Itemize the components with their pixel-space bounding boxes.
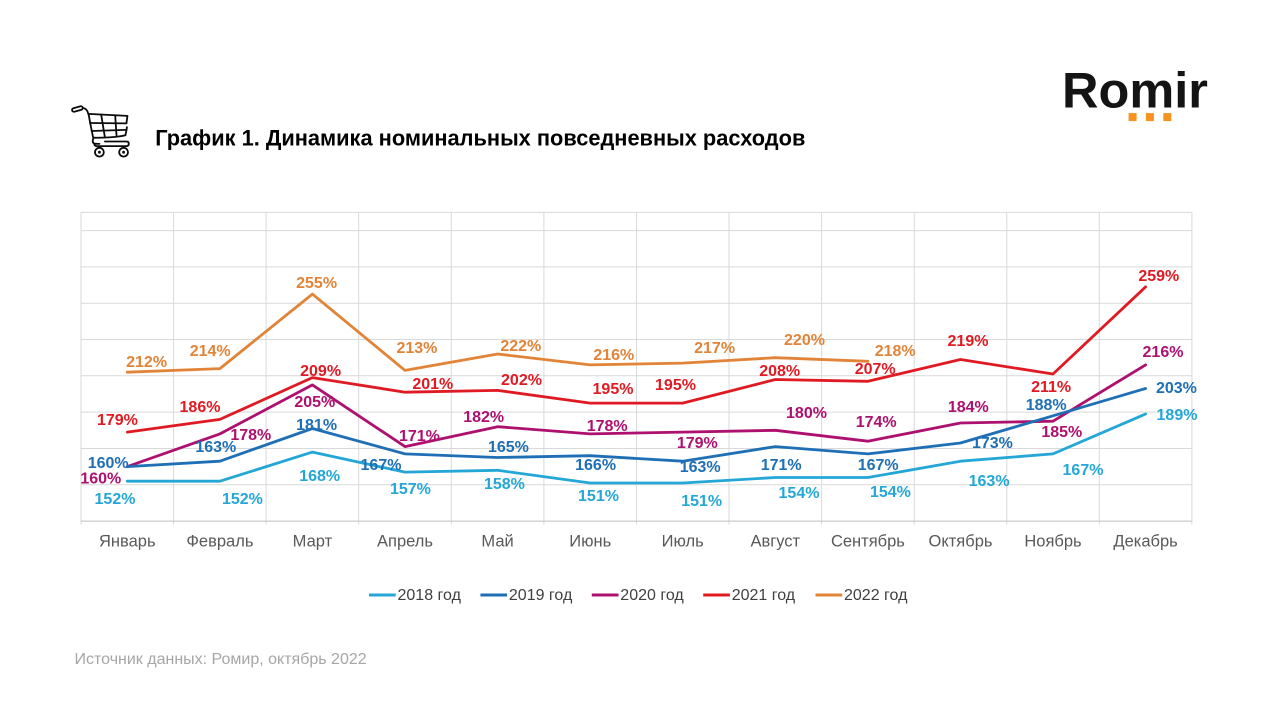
svg-text:220%: 220% [784,332,825,349]
svg-text:173%: 173% [972,435,1013,452]
svg-text:174%: 174% [856,414,897,431]
svg-text:Май: Май [481,533,513,551]
svg-text:205%: 205% [294,394,335,411]
svg-text:189%: 189% [1157,407,1198,424]
svg-text:157%: 157% [390,481,431,498]
svg-text:Август: Август [750,533,800,551]
svg-text:211%: 211% [1031,379,1071,396]
svg-text:178%: 178% [230,427,271,444]
svg-text:166%: 166% [575,457,616,474]
svg-text:165%: 165% [488,439,529,456]
svg-text:2021 год: 2021 год [732,587,796,604]
svg-text:171%: 171% [761,457,802,474]
svg-text:2018 год: 2018 год [398,587,462,604]
svg-text:195%: 195% [593,381,634,398]
svg-text:151%: 151% [681,493,722,510]
svg-text:222%: 222% [500,338,541,355]
svg-text:259%: 259% [1138,268,1179,285]
svg-text:Февраль: Февраль [186,533,253,551]
svg-text:184%: 184% [948,399,989,416]
svg-text:186%: 186% [180,399,221,416]
svg-text:214%: 214% [190,343,231,360]
svg-text:182%: 182% [463,409,504,426]
svg-text:154%: 154% [870,484,911,501]
svg-text:181%: 181% [296,417,337,434]
svg-text:168%: 168% [299,468,340,485]
svg-text:188%: 188% [1026,397,1067,414]
svg-text:212%: 212% [126,354,167,371]
svg-text:163%: 163% [195,439,236,456]
svg-text:2020 год: 2020 год [620,587,684,604]
svg-text:Источник данных: Ромир, октябр: Источник данных: Ромир, октябрь 2022 [75,651,367,668]
svg-text:218%: 218% [875,343,916,360]
svg-text:Октябрь: Октябрь [929,533,993,551]
svg-text:Ноябрь: Ноябрь [1024,533,1081,551]
svg-text:216%: 216% [1143,344,1184,361]
svg-text:Апрель: Апрель [377,533,433,551]
svg-text:203%: 203% [1156,380,1197,397]
svg-text:163%: 163% [969,473,1010,490]
svg-text:167%: 167% [1063,462,1104,479]
svg-text:216%: 216% [593,347,634,364]
svg-text:Декабрь: Декабрь [1113,533,1177,551]
svg-text:154%: 154% [779,485,820,502]
svg-text:213%: 213% [396,340,437,357]
svg-text:179%: 179% [677,435,718,452]
svg-text:208%: 208% [759,363,800,380]
svg-text:163%: 163% [680,459,721,476]
svg-text:151%: 151% [578,488,619,505]
svg-text:217%: 217% [694,340,735,357]
svg-text:179%: 179% [97,412,138,429]
svg-text:171%: 171% [399,428,440,445]
svg-text:2022 год: 2022 год [844,587,908,604]
svg-text:Июль: Июль [662,533,704,551]
svg-text:Январь: Январь [99,533,156,551]
svg-text:255%: 255% [296,275,337,292]
svg-text:195%: 195% [655,377,696,394]
svg-text:Romir: Romir [1062,62,1208,119]
svg-text:202%: 202% [501,372,542,389]
svg-text:152%: 152% [222,491,263,508]
svg-text:207%: 207% [855,361,896,378]
svg-text:178%: 178% [587,418,628,435]
svg-text:201%: 201% [412,376,453,393]
svg-text:158%: 158% [484,476,525,493]
svg-text:Март: Март [293,533,333,551]
svg-text:219%: 219% [948,333,989,350]
svg-text:167%: 167% [858,457,899,474]
svg-text:160%: 160% [88,455,129,472]
svg-text:Июнь: Июнь [569,533,611,551]
svg-text:160%: 160% [80,471,121,488]
svg-text:185%: 185% [1041,424,1082,441]
svg-text:График 1. Динамика номинальных: График 1. Динамика номинальных повседнев… [155,126,805,151]
svg-text:Сентябрь: Сентябрь [831,533,905,551]
svg-text:2019 год: 2019 год [509,587,573,604]
svg-text:167%: 167% [361,457,402,474]
svg-text:180%: 180% [786,405,827,422]
svg-text:209%: 209% [300,363,341,380]
svg-text:152%: 152% [95,491,136,508]
